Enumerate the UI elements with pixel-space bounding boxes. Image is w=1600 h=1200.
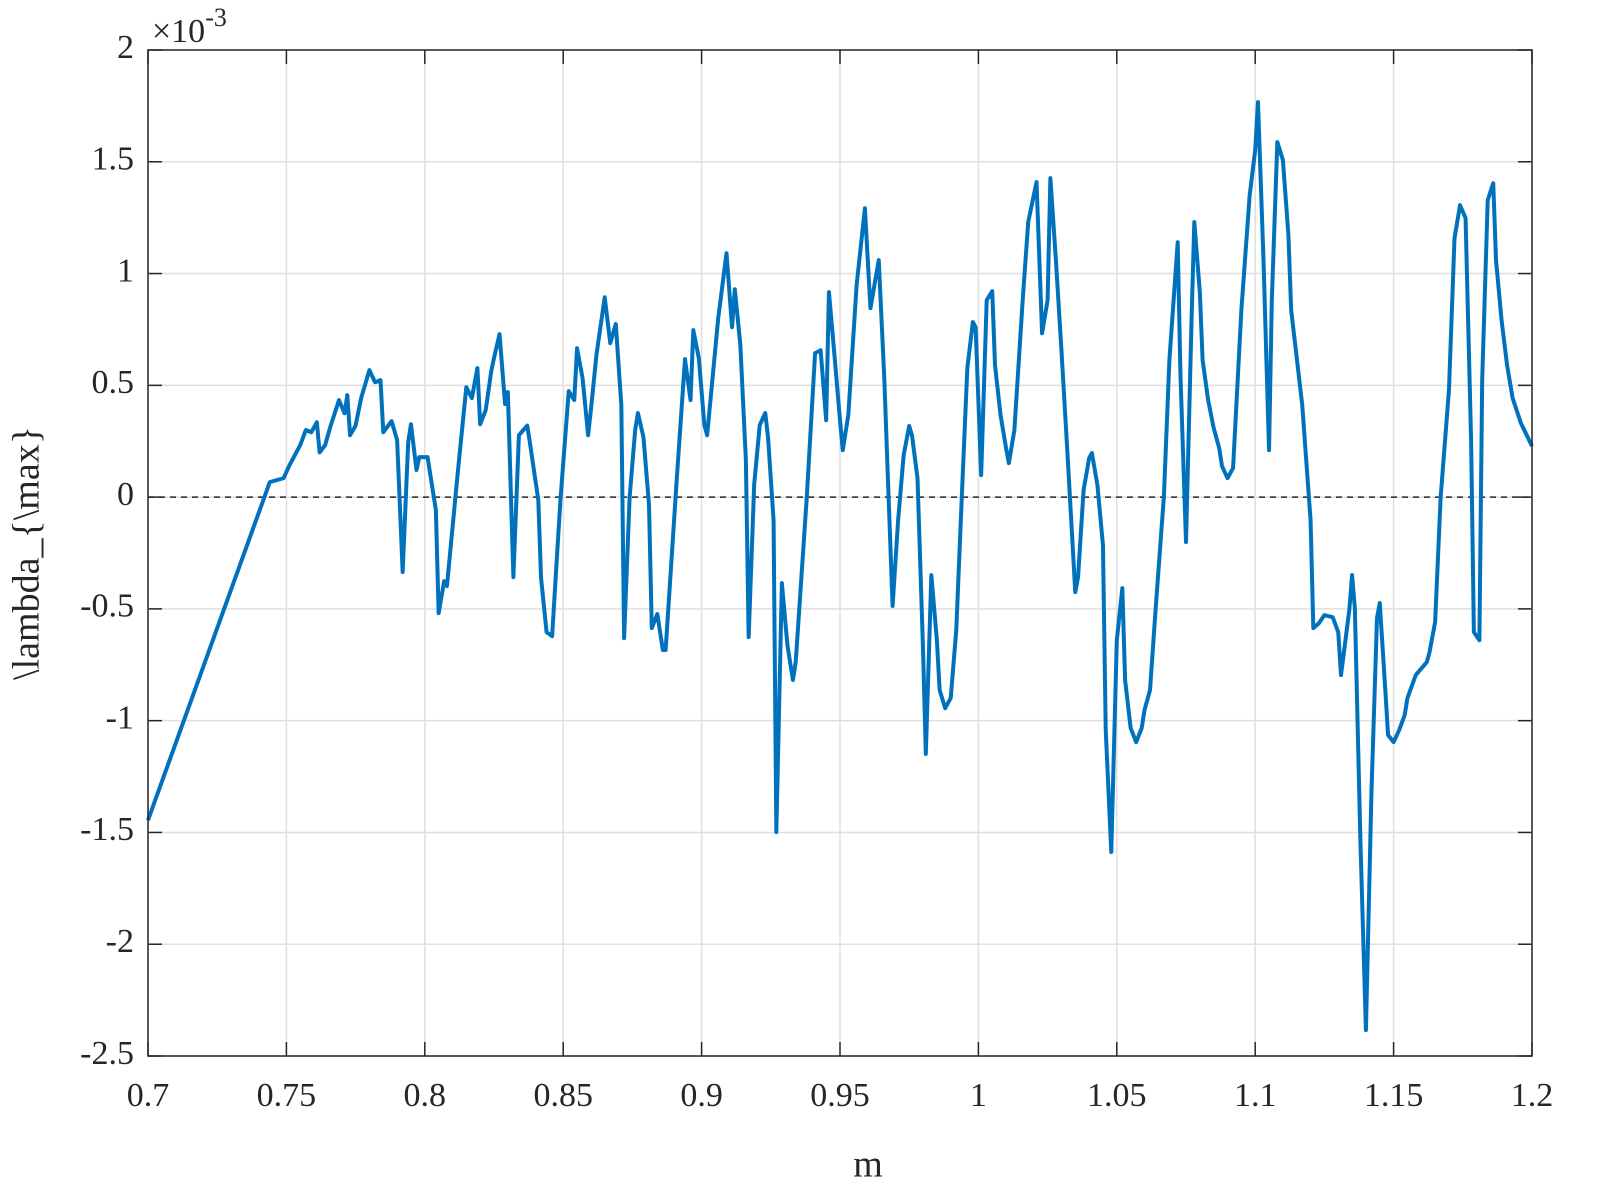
y-multiplier: ×10-3 [152, 3, 227, 50]
x-tick-label: 1.15 [1364, 1077, 1424, 1114]
y-tick-label: -1.5 [80, 811, 134, 848]
y-tick-label: -2 [106, 923, 134, 960]
y-multiplier-exponent: -3 [205, 3, 227, 32]
y-axis-label: \lambda_{\max} [6, 426, 48, 680]
x-tick-label: 1 [970, 1077, 987, 1114]
x-tick-label: 0.85 [533, 1077, 593, 1114]
y-tick-label: -1 [106, 699, 134, 736]
y-tick-label: 1 [117, 252, 134, 289]
y-tick-label: 0 [117, 476, 134, 513]
x-axis-label: m [853, 1144, 883, 1186]
x-tick-label: 0.9 [680, 1077, 723, 1114]
x-tick-label: 0.95 [810, 1077, 870, 1114]
x-tick-label: 1.05 [1087, 1077, 1147, 1114]
y-tick-label: -0.5 [80, 588, 134, 625]
y-tick-label: 2 [117, 29, 134, 66]
y-multiplier-base: ×10 [152, 13, 205, 50]
x-tick-label: 1.1 [1234, 1077, 1277, 1114]
y-tick-label: 0.5 [92, 364, 135, 401]
plot-frame [147, 49, 1533, 1057]
x-tick-label: 1.2 [1511, 1077, 1554, 1114]
x-tick-label: 0.8 [404, 1077, 447, 1114]
data-line [146, 100, 1534, 1033]
y-tick-label: -2.5 [80, 1035, 134, 1072]
y-tick-label: 1.5 [92, 141, 135, 178]
x-tick-label: 0.7 [127, 1077, 170, 1114]
x-tick-label: 0.75 [257, 1077, 317, 1114]
